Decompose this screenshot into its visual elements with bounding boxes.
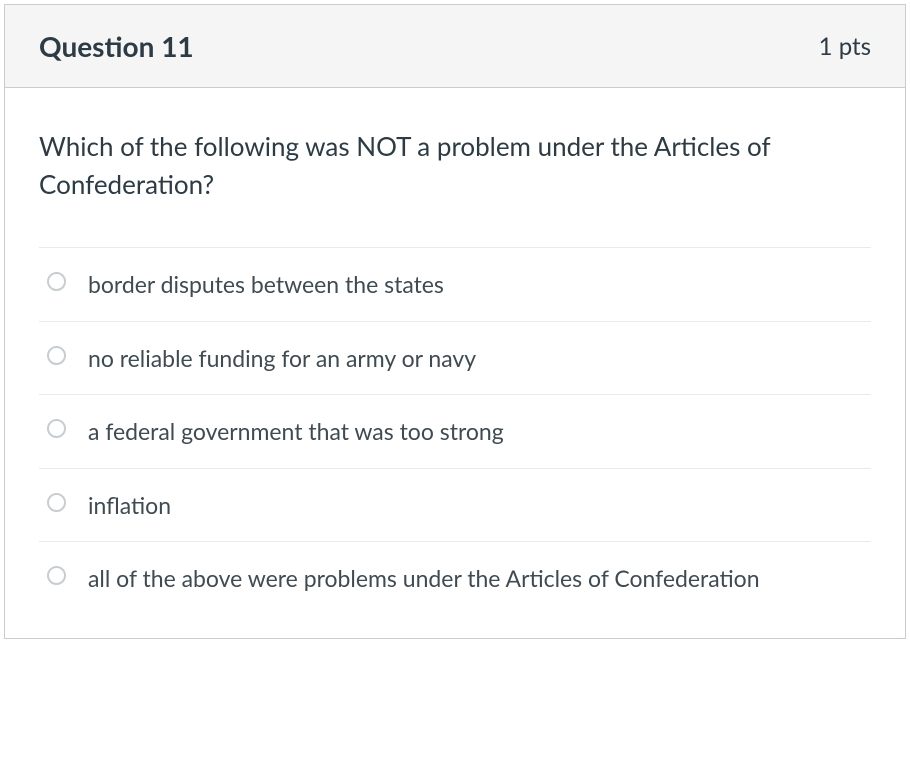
options-list: border disputes between the states no re… — [39, 247, 871, 602]
option-0[interactable]: border disputes between the states — [39, 248, 871, 322]
option-3-radio[interactable] — [47, 493, 66, 512]
option-4[interactable]: all of the above were problems under the… — [39, 542, 871, 602]
option-0-label: border disputes between the states — [88, 267, 871, 302]
option-2-label: a federal government that was too strong — [88, 414, 871, 449]
question-text: Which of the following was NOT a problem… — [39, 128, 871, 203]
question-card: Question 11 1 pts Which of the following… — [4, 4, 906, 639]
option-2-radio[interactable] — [47, 419, 66, 438]
option-3[interactable]: inflation — [39, 469, 871, 543]
option-4-radio[interactable] — [47, 566, 66, 585]
question-title: Question 11 — [39, 29, 194, 63]
option-2[interactable]: a federal government that was too strong — [39, 395, 871, 469]
option-1-radio[interactable] — [47, 346, 66, 365]
question-header: Question 11 1 pts — [5, 5, 905, 88]
option-4-label: all of the above were problems under the… — [88, 561, 871, 596]
option-1-label: no reliable funding for an army or navy — [88, 341, 871, 376]
question-body: Which of the following was NOT a problem… — [5, 88, 905, 638]
option-0-radio[interactable] — [47, 272, 66, 291]
question-points: 1 pts — [819, 32, 871, 61]
option-1[interactable]: no reliable funding for an army or navy — [39, 322, 871, 396]
option-3-label: inflation — [88, 488, 871, 523]
